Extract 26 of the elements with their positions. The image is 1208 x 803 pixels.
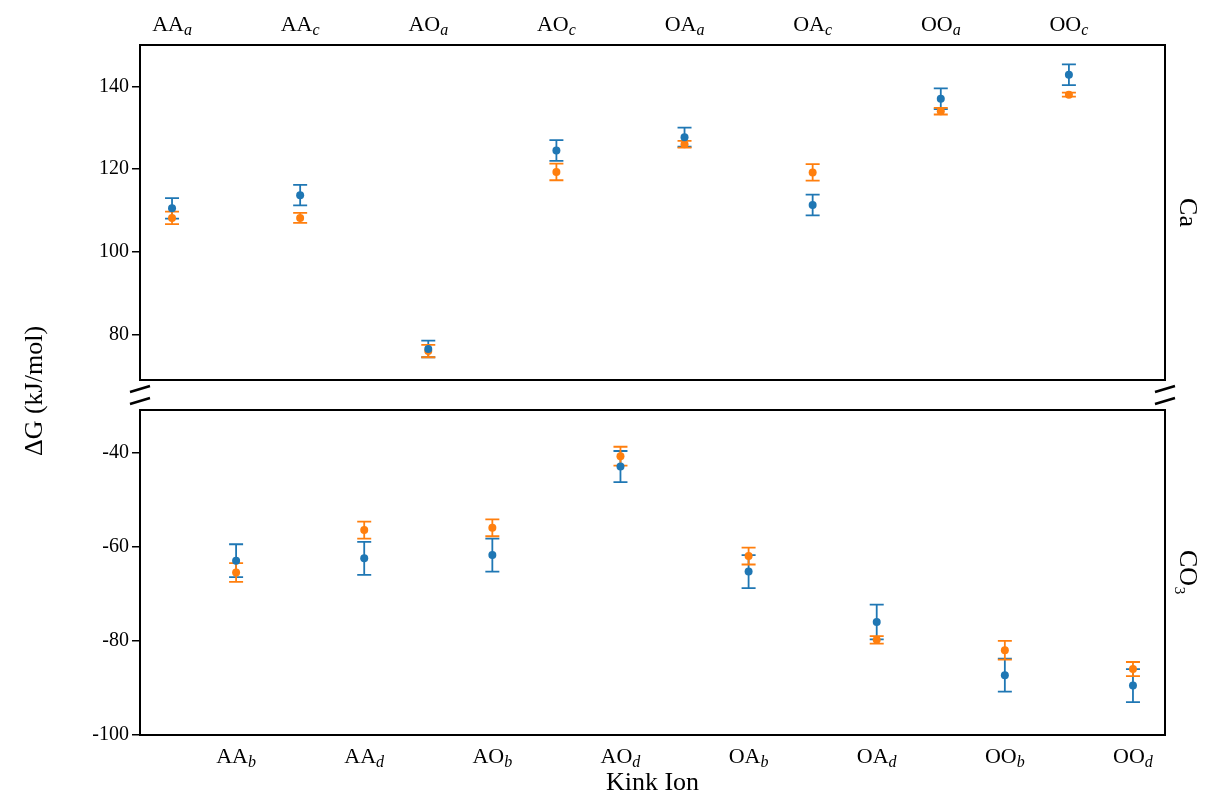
point (296, 191, 305, 200)
point (1000, 671, 1009, 680)
y2-axis-title: CO₃ (1174, 549, 1204, 596)
point (1128, 681, 1137, 690)
point (616, 462, 625, 471)
point (488, 551, 497, 560)
point (232, 556, 241, 565)
point (360, 554, 369, 563)
y-tick-label: -40 (102, 439, 129, 462)
y-tick-label: 80 (109, 321, 129, 344)
y-tick-label: 100 (99, 239, 129, 262)
y-tick-label: 140 (99, 73, 129, 96)
point (808, 201, 817, 210)
y-tick-label: -60 (102, 533, 129, 556)
point (552, 146, 561, 155)
x-axis-title: Kink Ion (605, 767, 700, 797)
y-tick-label: -80 (102, 628, 129, 651)
point (936, 94, 945, 103)
point (168, 204, 177, 213)
point (1064, 70, 1073, 79)
y-tick-label: 120 (99, 156, 129, 179)
y2-axis-title: Ca (1174, 198, 1204, 228)
point (744, 567, 753, 576)
y-axis-title: ΔG (kJ/mol) (19, 324, 49, 459)
point (872, 617, 881, 626)
y-tick-label: -100 (92, 722, 129, 745)
